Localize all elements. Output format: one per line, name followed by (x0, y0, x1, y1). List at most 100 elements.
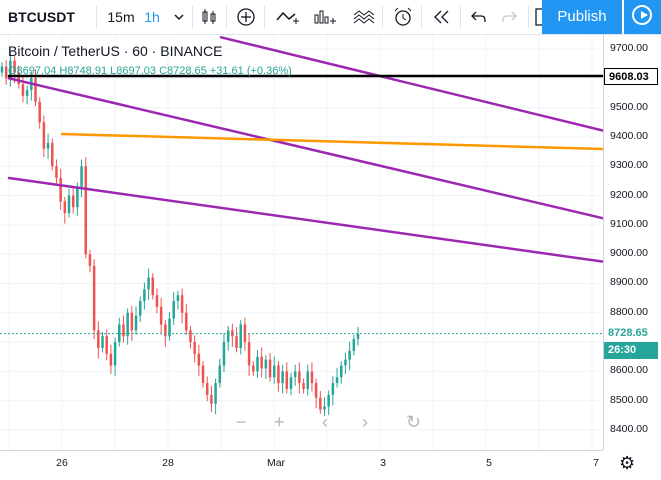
candle-body (185, 312, 188, 331)
price-tick-label: 8400.00 (610, 423, 648, 435)
candle-body (314, 383, 318, 398)
candle-body (71, 195, 75, 208)
bar-countdown-label: 26:30 (604, 341, 658, 359)
redo-icon[interactable] (496, 4, 522, 30)
candle-body (105, 336, 108, 354)
candle-body (126, 312, 129, 337)
toolbar-divider (264, 6, 265, 28)
candle-body (235, 336, 238, 348)
candle-body (159, 306, 163, 325)
candle-body (88, 254, 92, 266)
candle-body (218, 365, 222, 384)
candlestick-chart[interactable] (0, 35, 603, 450)
candle-body (302, 383, 305, 389)
time-tick-label: 5 (486, 457, 492, 469)
candle-body (17, 72, 21, 85)
candle-body (293, 371, 297, 378)
candle-body (46, 142, 50, 149)
price-tick-label: 9500.00 (610, 100, 648, 113)
candle-body (97, 330, 100, 348)
candle-body (168, 318, 171, 337)
chevron-down-icon[interactable] (166, 4, 192, 30)
reset-chart-icon[interactable]: ↻ (406, 412, 422, 432)
candle-body (164, 324, 167, 337)
play-icon (632, 5, 652, 25)
candle-body (155, 295, 159, 307)
candle-body (193, 342, 196, 354)
candle-body (247, 342, 251, 366)
compare-plus-icon[interactable] (233, 4, 259, 30)
candle-body (352, 339, 356, 351)
scroll-right-icon[interactable]: › (362, 412, 368, 432)
candle-body (55, 166, 58, 178)
trendline (219, 36, 603, 132)
chart-pane[interactable] (0, 35, 603, 450)
toolbar-divider (96, 6, 97, 28)
candle-body (113, 342, 117, 366)
price-tick-label: 9000.00 (610, 247, 648, 260)
candle-body (226, 330, 230, 343)
candle-body (76, 186, 79, 208)
chart-legend-title: Bitcoin / TetherUS · 60 · BINANCE (8, 43, 223, 59)
price-tick-label: 8800.00 (610, 305, 648, 318)
alarm-clock-icon[interactable] (390, 4, 416, 30)
horizontal-line-price-label: 9608.03 (604, 67, 658, 85)
toolbar-divider (192, 6, 193, 28)
candle-body (9, 60, 12, 79)
play-button[interactable] (624, 0, 661, 34)
price-tick-label: 9700.00 (610, 42, 648, 54)
zoom-out-icon[interactable]: − (236, 412, 247, 432)
price-tick-label: 8600.00 (610, 364, 648, 377)
symbol-search-button[interactable]: BTCUSDT (8, 9, 75, 25)
zoom-in-icon[interactable]: + (274, 412, 285, 432)
candle-body (285, 371, 289, 389)
fullscreen-frame-icon[interactable] (534, 4, 542, 30)
candle-body (222, 342, 226, 366)
candle-body (109, 353, 113, 366)
publish-button[interactable]: Publish (542, 0, 622, 34)
candle-body (298, 371, 301, 384)
financials-icon[interactable] (311, 4, 337, 30)
time-tick-label: 7 (593, 457, 599, 469)
scroll-left-icon[interactable]: ‹ (322, 412, 328, 432)
interval-1h-button[interactable]: 1h (144, 9, 160, 25)
undo-icon[interactable] (466, 4, 492, 30)
trendline (7, 77, 603, 220)
gear-icon[interactable]: ⚙ (619, 453, 636, 473)
indicators-icon[interactable] (274, 4, 300, 30)
interval-15m-button[interactable]: 15m (107, 9, 135, 25)
candle-body (272, 365, 276, 378)
price-tick-label: 9300.00 (610, 159, 648, 172)
candle-body (339, 365, 343, 378)
toolbar-divider (528, 6, 529, 28)
trendline (60, 132, 603, 151)
price-tick-label: 8500.00 (610, 393, 648, 406)
price-axis[interactable]: 9700.009600.009500.009400.009300.009200.… (603, 35, 661, 450)
candle-body (268, 359, 272, 378)
trendline (7, 176, 603, 263)
candle-body (51, 142, 54, 167)
time-tick-label: 3 (380, 457, 386, 469)
candle-body (63, 201, 67, 214)
candle-body (130, 312, 134, 331)
candle-body (42, 122, 46, 149)
candle-body (214, 383, 217, 404)
candle-body (260, 356, 263, 369)
candle-body (0, 66, 4, 73)
candle-body (101, 336, 104, 348)
candle-body (319, 397, 322, 410)
last-price-label: 8728.65 (604, 324, 658, 342)
candle-body (210, 394, 213, 404)
replay-rewind-icon[interactable] (429, 4, 455, 30)
candle-body (13, 60, 16, 73)
candle-body (25, 90, 29, 96)
time-axis[interactable]: 26 28 Mar 3 5 7 (0, 450, 603, 480)
candles-icon[interactable] (196, 4, 222, 30)
candle-body (67, 195, 71, 214)
candle-body (281, 371, 284, 384)
ohlc-values: O8697.04 H8748.91 L8697.03 C8728.65 +31.… (8, 65, 292, 77)
candle-body (310, 371, 314, 384)
candle-body (327, 394, 330, 407)
templates-icon[interactable] (351, 4, 377, 30)
candle-body (331, 383, 335, 395)
